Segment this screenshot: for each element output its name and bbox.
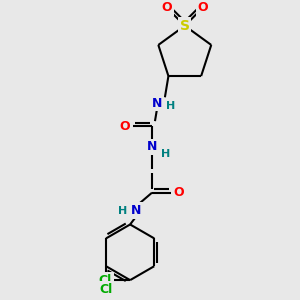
Text: O: O bbox=[120, 120, 130, 133]
Text: H: H bbox=[166, 101, 176, 111]
Text: O: O bbox=[162, 1, 172, 14]
Text: O: O bbox=[197, 1, 208, 14]
Text: H: H bbox=[118, 206, 127, 216]
Text: Cl: Cl bbox=[99, 274, 112, 286]
Text: O: O bbox=[173, 186, 184, 199]
Text: N: N bbox=[131, 204, 141, 217]
Text: H: H bbox=[161, 149, 170, 159]
Text: N: N bbox=[147, 140, 157, 154]
Text: N: N bbox=[152, 97, 162, 110]
Text: Cl: Cl bbox=[99, 283, 113, 296]
Text: S: S bbox=[180, 19, 190, 33]
